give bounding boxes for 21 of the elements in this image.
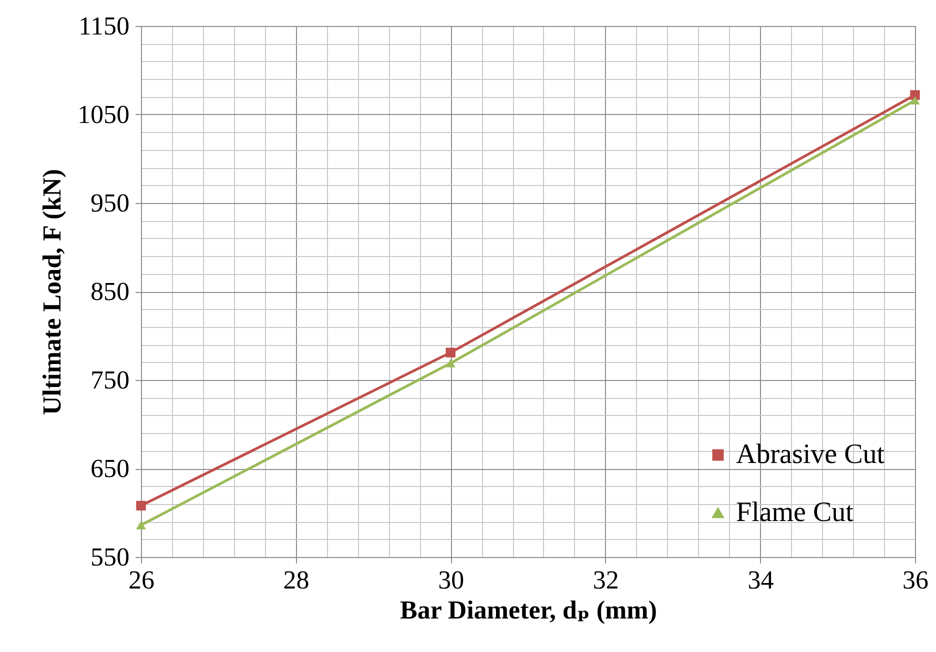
y-tick-label: 850 <box>90 277 130 306</box>
point <box>446 348 456 358</box>
y-tick-label: 650 <box>90 454 130 483</box>
x-tick-label: 34 <box>748 566 774 594</box>
point <box>446 359 456 368</box>
x-tick-label: 32 <box>592 566 619 594</box>
legend-label: Abrasive Cut <box>736 439 885 470</box>
y-tick-label: 950 <box>90 188 130 218</box>
x-axis-title: Bar Diameter, dₚ (mm) <box>400 596 658 624</box>
legend-label: Flame Cut <box>736 497 854 528</box>
y-tick-label: 750 <box>90 366 130 394</box>
y-tick-label: 1150 <box>78 12 130 40</box>
y-tick-label: 1050 <box>78 100 130 129</box>
y-tick-label: 550 <box>90 542 130 572</box>
y-axis-title: Ultimate Load, F (kN) <box>38 168 66 416</box>
x-tick-label: 26 <box>128 566 154 594</box>
point <box>136 521 146 530</box>
x-tick-label: 36 <box>902 566 928 594</box>
x-tick-label: 28 <box>283 566 310 594</box>
x-tick-label: 30 <box>438 566 464 594</box>
point <box>136 500 146 510</box>
